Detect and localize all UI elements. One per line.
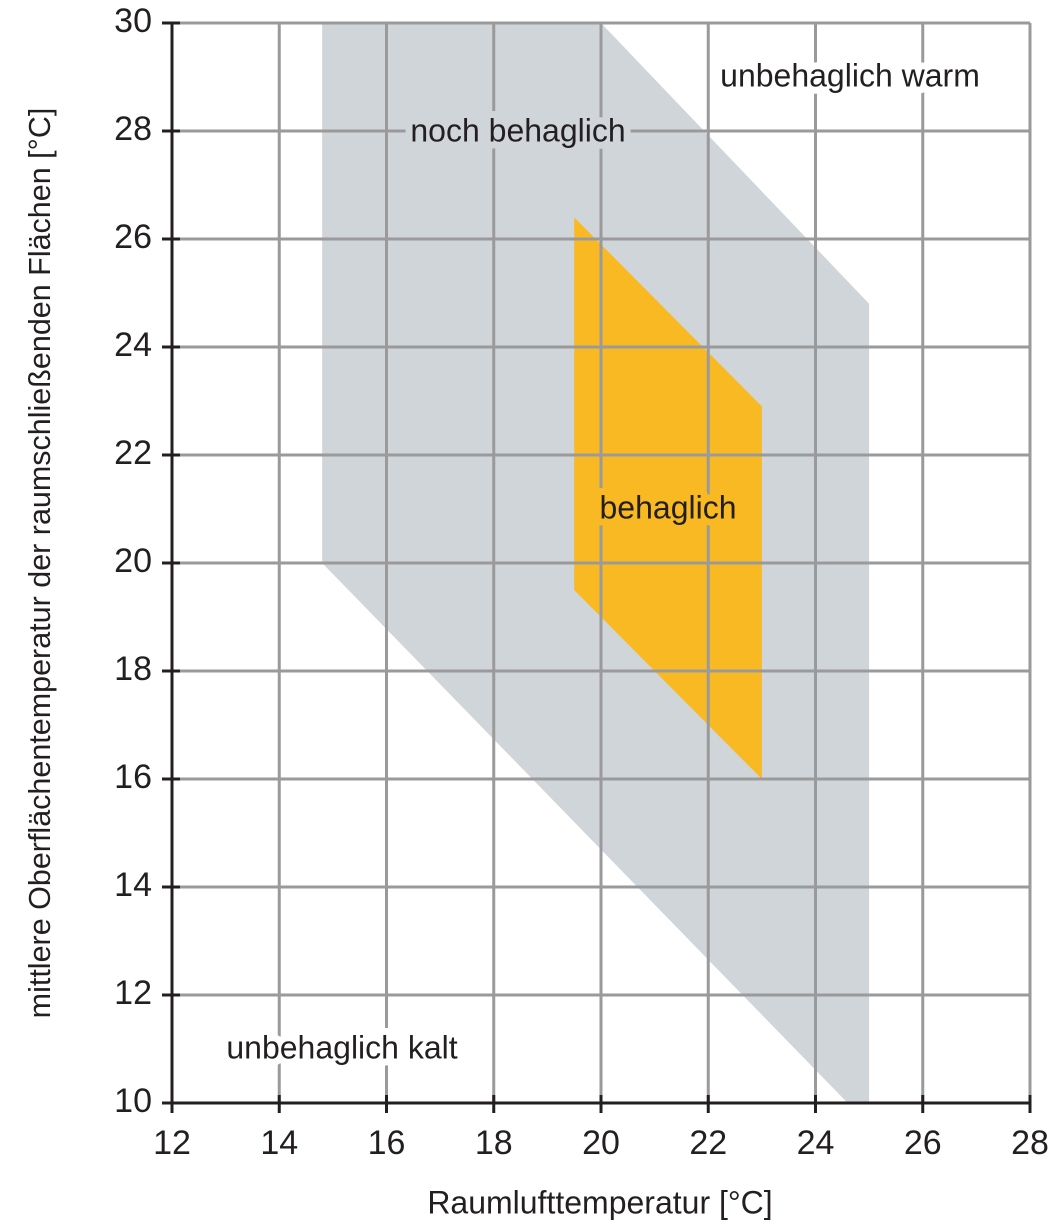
x-tick-label: 14	[260, 1124, 298, 1162]
x-axis-label: Raumlufttemperatur [°C]	[427, 1184, 772, 1220]
y-tick-label: 18	[114, 650, 152, 688]
y-tick-label: 10	[114, 1082, 152, 1120]
grid	[172, 21, 1032, 1103]
region	[574, 217, 762, 779]
y-tick-label: 26	[114, 218, 152, 256]
y-tick-label: 24	[114, 326, 152, 364]
y-axis-label: mittlere Oberflächentemperatur der raums…	[23, 108, 57, 1019]
annotation: unbehaglich warm	[720, 57, 980, 93]
y-tick-label: 22	[114, 434, 152, 472]
y-tick-label: 12	[114, 974, 152, 1012]
x-tick-label: 12	[153, 1124, 191, 1162]
y-tick-label: 30	[114, 2, 152, 40]
annotation: unbehaglich kalt	[226, 1029, 457, 1065]
region-label: behaglich	[600, 489, 737, 525]
x-tick-label: 26	[904, 1124, 942, 1162]
y-tick-label: 20	[114, 542, 152, 580]
y-tick-label: 16	[114, 758, 152, 796]
x-tick-label: 22	[689, 1124, 727, 1162]
labels: noch behaglich behaglich unbehaglich warm u…	[219, 50, 986, 1072]
x-tick-label: 28	[1011, 1124, 1049, 1162]
x-tick-label: 18	[475, 1124, 513, 1162]
x-tick-label: 20	[582, 1124, 620, 1162]
x-tick-label: 24	[797, 1124, 835, 1162]
y-tick-label: 28	[114, 110, 152, 148]
region-label: noch behaglich	[410, 112, 625, 148]
y-tick-label: 14	[114, 866, 152, 904]
x-tick-label: 16	[368, 1124, 406, 1162]
